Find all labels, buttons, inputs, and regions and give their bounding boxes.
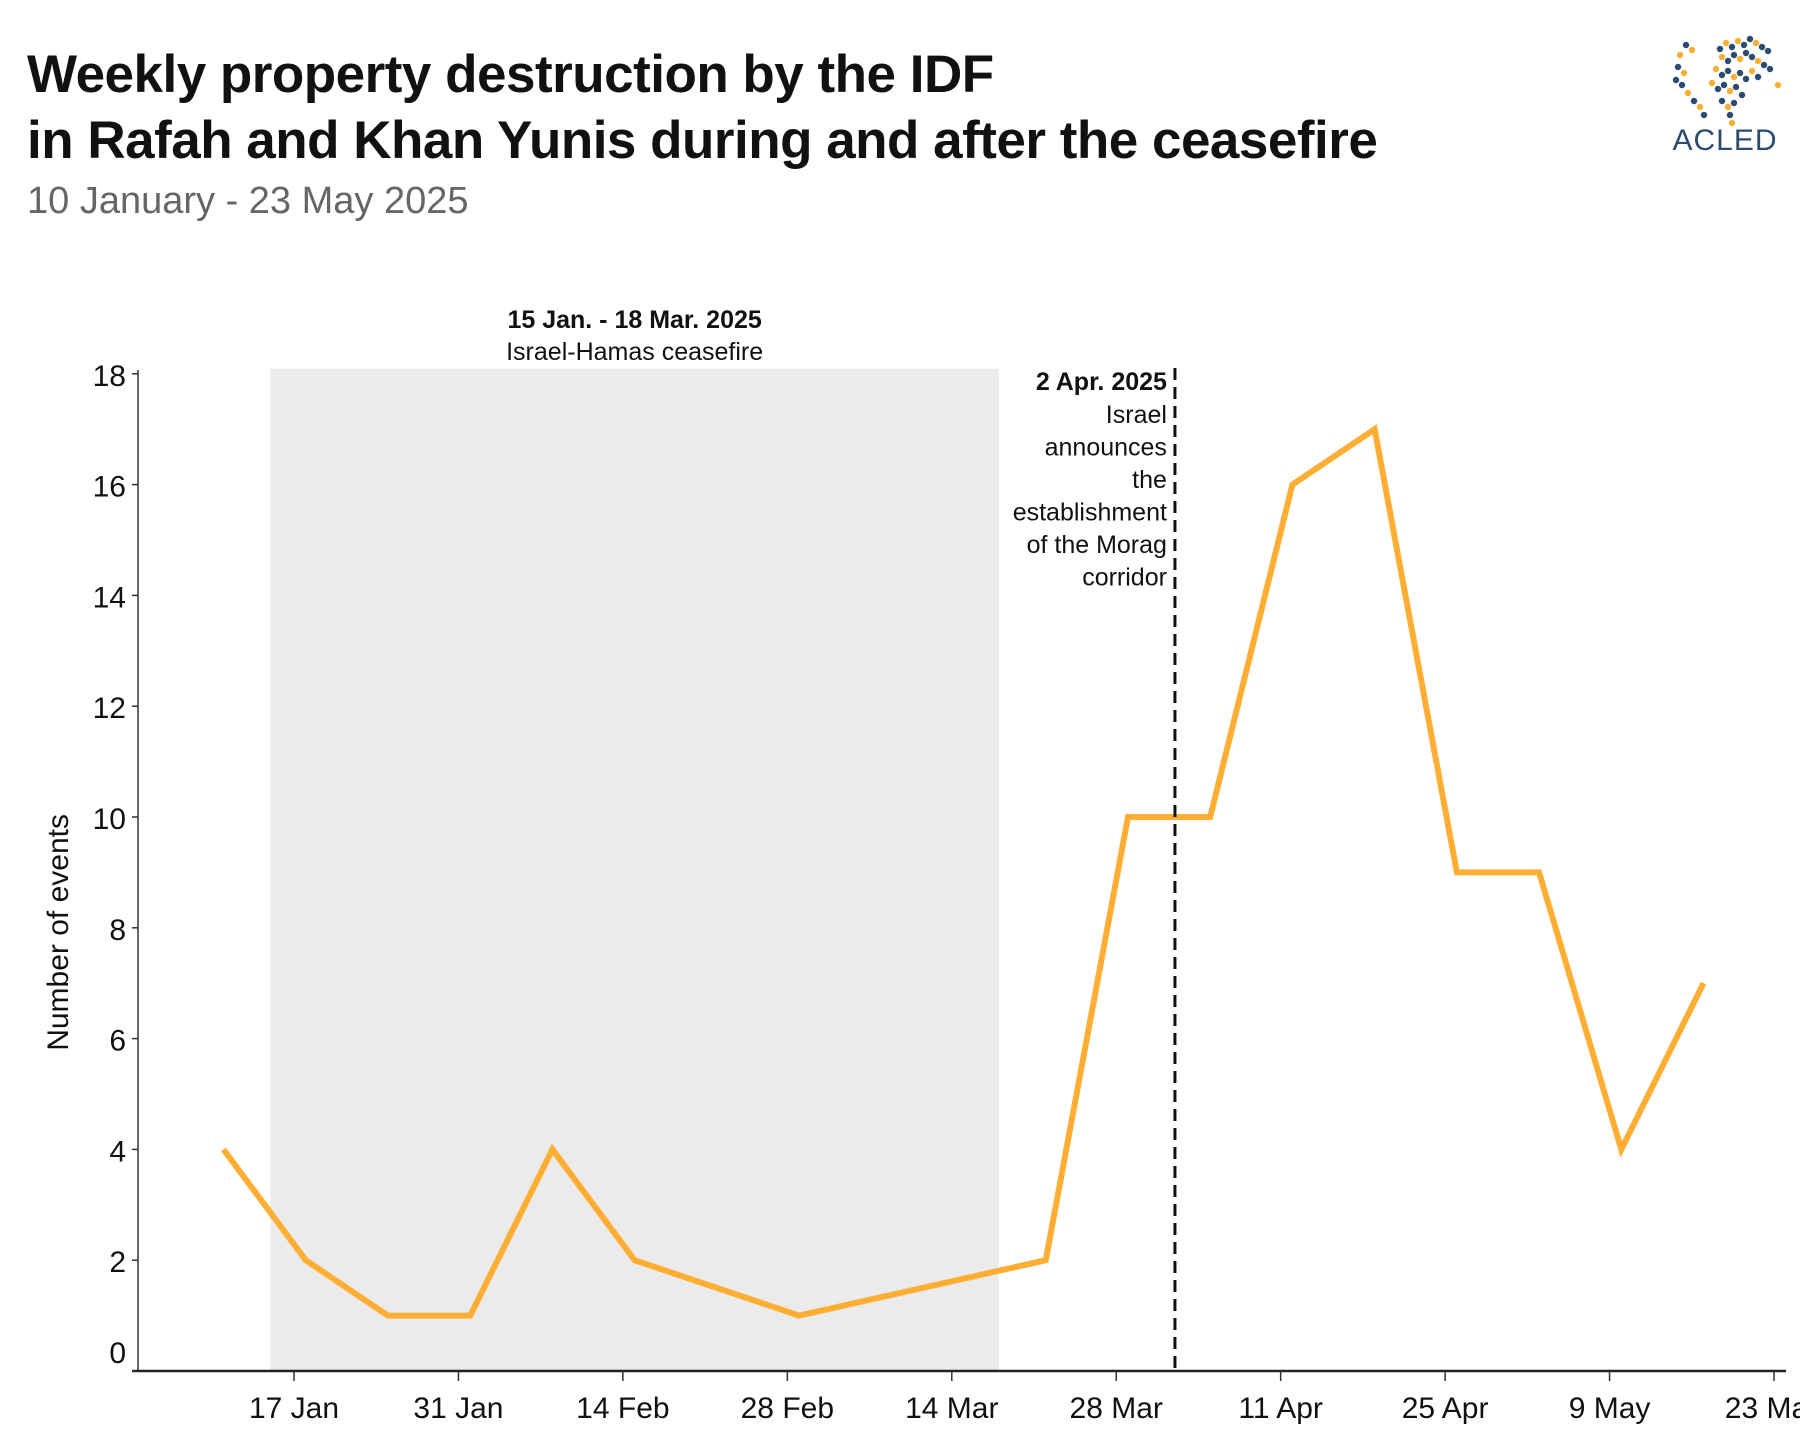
morag-annotation-line: the [1132, 466, 1167, 494]
chart-subtitle: 10 January - 23 May 2025 [27, 180, 469, 222]
y-tick-label: 8 [109, 914, 126, 947]
y-tick-label: 18 [93, 360, 126, 393]
acled-logo: ACLED [1672, 35, 1782, 157]
x-tick-label: 28 Mar [1070, 1392, 1163, 1425]
y-tick-label: 4 [109, 1135, 126, 1168]
x-tick-label: 25 Apr [1402, 1392, 1489, 1425]
y-tick-label: 6 [109, 1025, 126, 1058]
x-tick-label: 9 May [1569, 1392, 1651, 1425]
x-tick-label: 14 Feb [576, 1392, 669, 1425]
ceasefire-annotation-date: 15 Jan. - 18 Mar. 2025 [507, 306, 761, 334]
morag-annotation-date: 2 Apr. 2025 [1036, 368, 1167, 396]
title-line-2: in Rafah and Khan Yunis during and after… [27, 111, 1378, 170]
series-line [221, 424, 1707, 1319]
y-axis-label: Number of events [42, 814, 75, 1051]
x-tick-label: 17 Jan [249, 1392, 339, 1425]
y-tick-label: 14 [93, 581, 126, 614]
x-tick-label: 28 Feb [741, 1392, 834, 1425]
morag-annotation-line: Israel [1106, 401, 1167, 429]
morag-annotation-line: corridor [1082, 564, 1167, 592]
y-tick-label: 2 [109, 1246, 126, 1279]
x-tick-label: 23 May [1725, 1392, 1800, 1425]
chart-title: Weekly property destruction by the IDF i… [27, 42, 1378, 174]
x-tick-label: 14 Mar [905, 1392, 998, 1425]
y-tick-label: 10 [93, 803, 126, 836]
morag-annotation-line: of the Morag [1027, 531, 1167, 559]
ceasefire-shaded-period [270, 368, 999, 1371]
y-tick-label: 0 [109, 1337, 126, 1370]
y-tick-label: 12 [93, 692, 126, 725]
title-line-1: Weekly property destruction by the IDF [27, 45, 994, 104]
x-tick-label: 31 Jan [413, 1392, 503, 1425]
y-tick-label: 16 [93, 471, 126, 504]
morag-annotation-line: announces [1045, 434, 1167, 462]
ceasefire-annotation-label: Israel-Hamas ceasefire [506, 338, 763, 366]
morag-annotation-line: establishment [1013, 499, 1167, 527]
svg-text:ACLED: ACLED [1672, 124, 1777, 157]
x-tick-label: 11 Apr [1238, 1392, 1323, 1425]
